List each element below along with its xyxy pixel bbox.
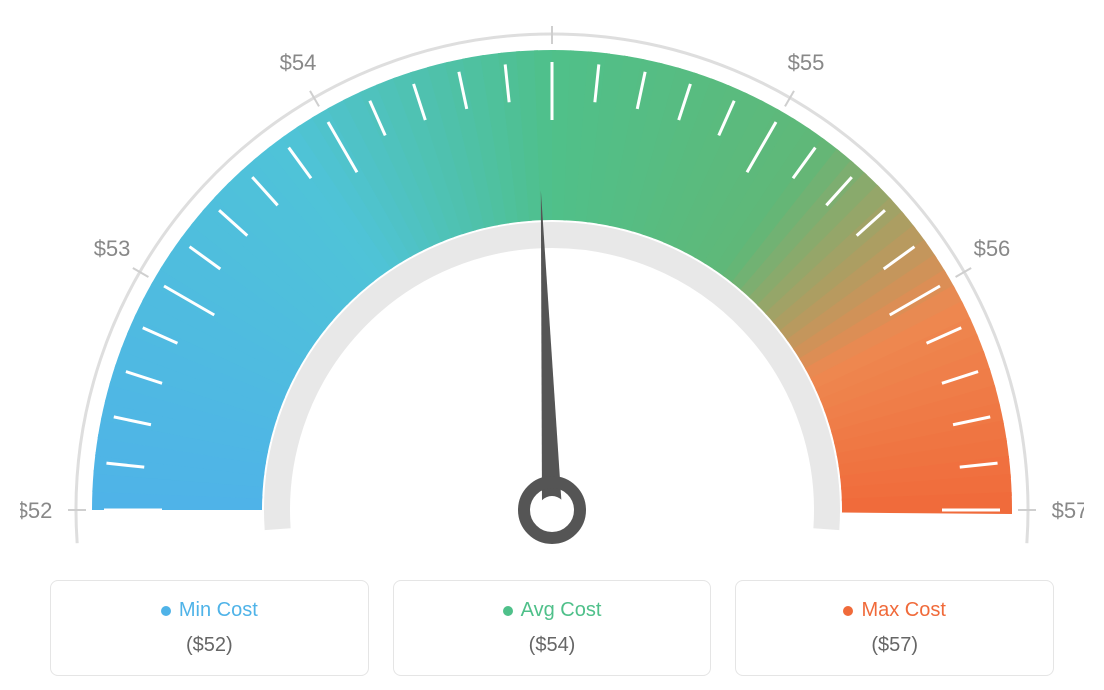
svg-text:$56: $56 — [974, 236, 1011, 261]
legend-avg-box: Avg Cost ($54) — [393, 580, 712, 676]
svg-text:$55: $55 — [788, 50, 825, 75]
svg-text:$52: $52 — [20, 498, 52, 523]
legend-avg-value: ($54) — [414, 634, 691, 657]
svg-text:$57: $57 — [1052, 498, 1084, 523]
svg-text:$54: $54 — [280, 50, 317, 75]
legend-avg-label: Avg Cost — [521, 599, 602, 622]
legend-max-title: Max Cost — [843, 599, 945, 622]
gauge-svg: $52$53$54$54$55$56$57 — [20, 20, 1084, 560]
legend-min-box: Min Cost ($52) — [50, 580, 369, 676]
legend-min-label: Min Cost — [179, 599, 258, 622]
dot-icon — [503, 606, 513, 616]
legend-min-value: ($52) — [71, 634, 348, 657]
dot-icon — [843, 606, 853, 616]
legend-max-value: ($57) — [756, 634, 1033, 657]
legend-max-label: Max Cost — [861, 599, 945, 622]
svg-text:$53: $53 — [94, 236, 131, 261]
gauge-chart: $52$53$54$54$55$56$57 — [20, 20, 1084, 550]
legend-row: Min Cost ($52) Avg Cost ($54) Max Cost (… — [20, 580, 1084, 676]
legend-avg-title: Avg Cost — [503, 599, 602, 622]
legend-min-title: Min Cost — [161, 599, 258, 622]
dot-icon — [161, 606, 171, 616]
legend-max-box: Max Cost ($57) — [735, 580, 1054, 676]
